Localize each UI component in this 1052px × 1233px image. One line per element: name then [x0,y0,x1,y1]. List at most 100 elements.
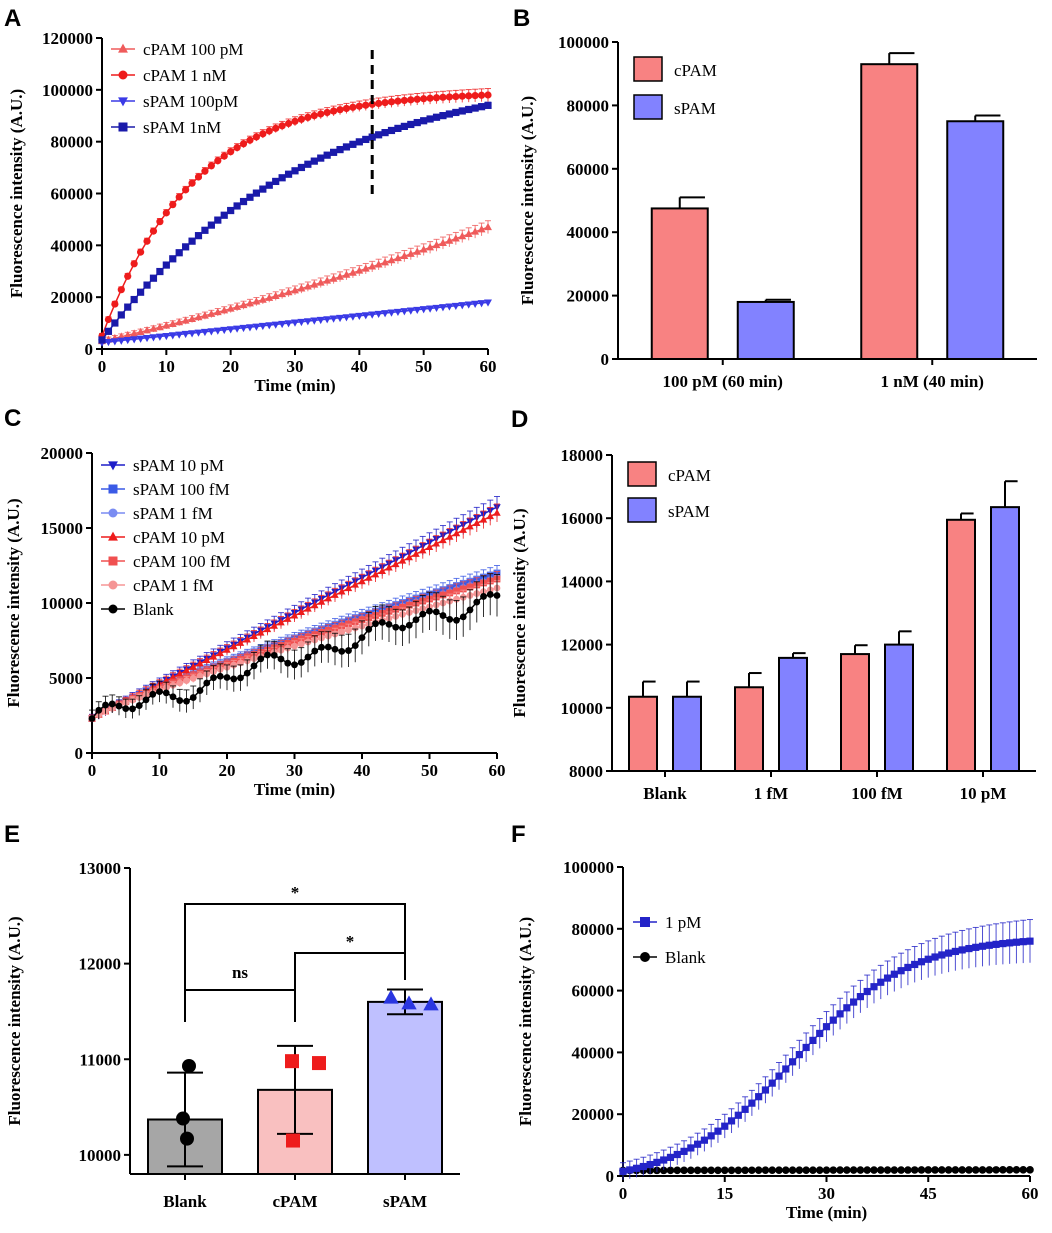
category-label: Blank [643,784,687,803]
legend-entry: sPAM [633,94,716,120]
legend-label: sPAM 100pM [143,92,238,111]
series-line [101,94,489,337]
panel-letter-e: E [4,821,20,848]
y-tick-label: 11000 [79,1050,121,1069]
y-tick-label: 80000 [572,920,615,939]
legend-entry: sPAM 1nM [111,118,221,137]
legend-label: sPAM [674,99,716,118]
legend-marker [640,952,650,962]
data-point [98,336,106,344]
data-point [419,306,428,314]
series-1-pm [619,919,1034,1181]
panel-letter-f: F [511,821,526,848]
bar [628,695,658,772]
category-label: sPAM [383,1192,427,1211]
y-tick-label: 100000 [42,81,93,100]
data-point [143,334,151,343]
data-point [1026,937,1034,945]
y-tick-label: 0 [601,350,610,369]
y-tick-label: 20000 [51,288,94,307]
data-point [188,330,197,338]
data-point [291,319,299,327]
series-line [101,104,489,341]
panel-letter-c: C [4,405,21,432]
data-point [312,1056,326,1071]
y-axis-label: Fluorescence intensity (A.U.) [518,96,537,305]
legend-entry: cPAM [627,461,711,487]
legend-marker [108,461,118,471]
data-point [383,989,399,1004]
y-axis-label: Fluorescence intensity (A.U.) [7,89,26,298]
y-tick-label: 20000 [41,444,84,463]
bracket-line [184,989,296,1022]
y-tick-label: 13000 [79,859,122,878]
x-tick-label: 20 [219,761,236,780]
x-tick-label: 40 [351,357,368,376]
data-point [423,996,439,1011]
series-blank [88,573,501,727]
data-point [207,328,216,336]
y-tick-label: 0 [75,744,84,763]
series-line [91,593,498,719]
y-tick-label: 12000 [79,955,122,974]
legend-entry: cPAM 1 nM [111,66,226,85]
panel-b: 0 20000 40000 60000 80000 100000 Fluorescence … [518,33,1037,391]
x-axis-label: Time (min) [254,376,335,395]
bar [840,653,870,773]
y-tick-label: 15000 [41,519,84,538]
y-tick-label: 12000 [561,636,604,655]
bar [367,1000,443,1175]
bar [778,656,808,773]
data-point [176,1111,190,1126]
data-point [355,312,364,321]
series-blank [619,1166,1034,1175]
legend-label: sPAM [668,502,710,521]
y-tick-label: 40000 [572,1043,615,1062]
bracket-line [294,952,406,1022]
x-tick-label: 20 [222,357,239,376]
legend-label: cPAM 100 pM [143,40,243,59]
data-point [286,1133,300,1148]
data-point [271,321,280,329]
series-spam-100pm [98,299,492,347]
legend-label: cPAM 10 pM [133,528,225,547]
category-label: 100 fM [851,784,902,803]
legend-entry: 1 pM [633,913,701,932]
x-tick-label: 50 [421,761,438,780]
category-label: 10 pM [960,784,1007,803]
series-cpam-1-nm [98,88,492,340]
x-tick-label: 10 [151,761,168,780]
y-axis-label: Fluorescence intensity (A.U.) [510,508,529,717]
x-tick-label: 60 [489,761,506,780]
x-tick-label: 30 [286,761,303,780]
category-label: 100 pM (60 min) [663,372,783,391]
panel-letter-a: A [4,5,21,32]
legend-marker [108,508,118,518]
legend-swatch [633,94,663,120]
bar [734,686,764,773]
y-axis-label: Fluorescence intensity (A.U.) [4,498,23,707]
y-tick-label: 80000 [51,133,94,152]
x-tick-label: 0 [619,1184,628,1203]
legend-marker [108,580,118,590]
panel-a: 0 20000 40000 60000 80000 100000 120000 Fluores… [7,29,497,395]
y-tick-label: 10000 [41,594,84,613]
data-point [401,995,417,1010]
data-point [285,1054,299,1069]
panel-letter-d: D [511,406,528,433]
legend-label: cPAM [674,61,717,80]
panel-letter-b: B [513,5,530,32]
series-spam-1nm [98,101,492,344]
y-tick-label: 60000 [51,185,94,204]
panel-f: 0 20000 40000 60000 80000 100000 Fluorescence … [516,858,1039,1222]
y-tick-label: 10000 [79,1146,122,1165]
category-label: cPAM [273,1192,318,1211]
legend-entry: cPAM 10 pM [101,528,225,547]
significance-label: * [346,932,355,951]
legend-entry: cPAM 100 fM [101,552,231,571]
data-point [374,310,383,319]
series-line [622,940,1031,1173]
y-tick-label: 0 [606,1167,615,1186]
y-tick-label: 100000 [558,33,609,52]
